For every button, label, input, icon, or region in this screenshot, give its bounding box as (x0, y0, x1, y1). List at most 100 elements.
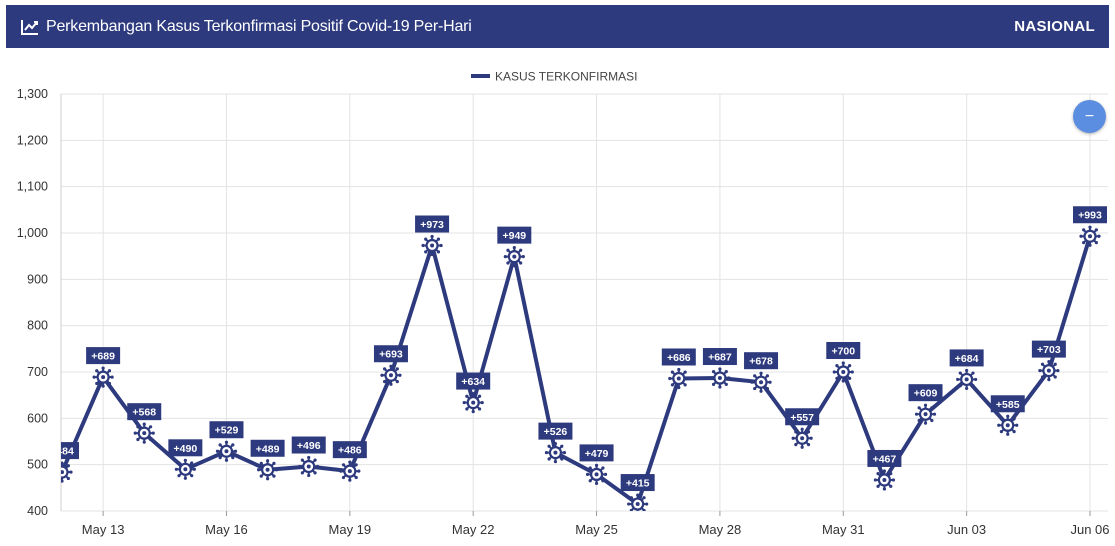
virus-marker-icon[interactable] (873, 469, 896, 491)
data-label-box (332, 441, 367, 459)
virus-marker-icon[interactable] (956, 368, 978, 391)
virus-spike-tip (348, 460, 352, 464)
data-label-box (744, 352, 779, 370)
x-tick-label: May 28 (699, 522, 742, 537)
virus-spike-tip (177, 461, 181, 465)
data-label-box (291, 436, 326, 454)
virus-spike-tip (519, 248, 523, 252)
data-label-box (1031, 340, 1066, 358)
virus-spike-tip (272, 474, 276, 478)
virus-spike-tip (848, 364, 852, 368)
virus-core (183, 467, 188, 472)
virus-spike-tip (101, 366, 105, 370)
virus-spike-tip (930, 406, 934, 410)
virus-marker-icon[interactable] (380, 364, 402, 386)
virus-marker-icon[interactable] (462, 391, 484, 414)
virus-spike-tip (759, 371, 763, 375)
series-line (61, 235, 1092, 507)
virus-core (347, 469, 352, 474)
virus-spike-tip (298, 464, 302, 469)
virus-spike-tip (224, 440, 229, 444)
virus-spike-tip (430, 234, 434, 239)
data-label-text: +678 (749, 356, 773, 368)
virus-spike-tip (629, 508, 633, 511)
virus-marker-icon[interactable] (1079, 225, 1101, 247)
series-group: +484 +689 +568 +490 +529 +489 +496 +486 +693 +973… (51, 206, 1107, 514)
data-label-box (61, 442, 79, 460)
virus-marker-icon[interactable] (92, 366, 114, 388)
virus-spike-tip (465, 407, 469, 411)
virus-spike-tip (110, 375, 114, 379)
virus-marker-icon[interactable] (709, 367, 731, 389)
data-label-text: +568 (132, 407, 156, 419)
virus-marker-icon[interactable] (832, 361, 854, 383)
virus-spike-tip (380, 373, 384, 377)
virus-marker-icon[interactable] (257, 459, 279, 481)
data-label-text: +973 (420, 219, 444, 231)
virus-spike-tip (848, 376, 852, 380)
legend-label: KASUS TERKONFIRMASI (495, 70, 637, 84)
virus-marker-icon[interactable] (997, 414, 1019, 436)
virus-spike-tip (107, 381, 112, 386)
virus-spike-tip (424, 237, 428, 241)
virus-spike-tip (889, 484, 893, 488)
virus-spike-tip (149, 437, 153, 442)
virus-spike-tip (718, 385, 722, 389)
virus-marker-icon[interactable] (627, 493, 649, 514)
virus-spike-tip (259, 461, 263, 465)
data-label-box (702, 348, 737, 366)
virus-spike-tip (882, 487, 887, 491)
virus-marker-icon[interactable] (298, 455, 320, 478)
virus-spike-tip (300, 458, 304, 462)
virus-spike-tip (835, 364, 839, 368)
virus-spike-tip (683, 383, 687, 387)
virus-spike-tip (506, 248, 510, 252)
virus-marker-icon[interactable] (791, 427, 813, 449)
virus-spike-tip (727, 376, 731, 380)
virus-marker-icon[interactable] (503, 246, 525, 268)
virus-spike-tip (1056, 369, 1060, 373)
virus-spike-tip (512, 246, 516, 250)
virus-spike-tip (876, 484, 880, 488)
virus-spike-tip (66, 464, 70, 468)
virus-spike-tip (800, 427, 804, 431)
virus-marker-icon[interactable] (585, 463, 608, 485)
virus-marker-icon[interactable] (1038, 360, 1060, 382)
virus-spike-tip (965, 368, 969, 373)
virus-marker-icon[interactable] (421, 234, 443, 257)
virus-marker-icon[interactable] (339, 460, 361, 482)
zoom-out-button[interactable]: − (1073, 100, 1106, 133)
virus-spike-tip (215, 449, 220, 453)
virus-core (676, 376, 681, 381)
virus-spike-tip (958, 384, 962, 388)
virus-spike-tip (69, 470, 73, 474)
y-tick-label: 800 (27, 319, 48, 333)
data-label-box (908, 384, 943, 402)
y-tick-label: 1,000 (17, 226, 48, 240)
virus-spike-tip (389, 382, 393, 386)
virus-spike-tip (562, 451, 567, 455)
x-tick-label: May 19 (329, 522, 372, 537)
virus-spike-tip (1047, 360, 1051, 364)
virus-marker-icon[interactable] (668, 367, 690, 390)
virus-marker-icon[interactable] (133, 422, 155, 444)
virus-core (142, 431, 147, 436)
virus-spike-tip (882, 469, 887, 473)
y-tick-label: 1,200 (17, 133, 48, 147)
virus-spike-tip (873, 478, 878, 482)
virus-marker-icon[interactable] (914, 403, 937, 425)
virus-marker-icon[interactable] (215, 440, 238, 462)
virus-marker-icon[interactable] (51, 461, 73, 483)
virus-marker-icon[interactable] (174, 458, 196, 480)
virus-spike-tip (1082, 228, 1086, 232)
data-label-text: +490 (174, 443, 198, 455)
virus-spike-tip (424, 250, 428, 254)
virus-spike-tip (1094, 228, 1098, 232)
x-tick-label: Jun 03 (947, 522, 986, 537)
data-label: +479 (579, 444, 614, 462)
chart-area: KASUS TERKONFIRMASI 400 500 600 700 800 900 1,0… (0, 52, 1115, 546)
virus-core (265, 467, 270, 472)
virus-marker-icon[interactable] (750, 371, 772, 393)
virus-marker-icon[interactable] (544, 442, 567, 464)
y-tick-label: 700 (27, 365, 48, 379)
